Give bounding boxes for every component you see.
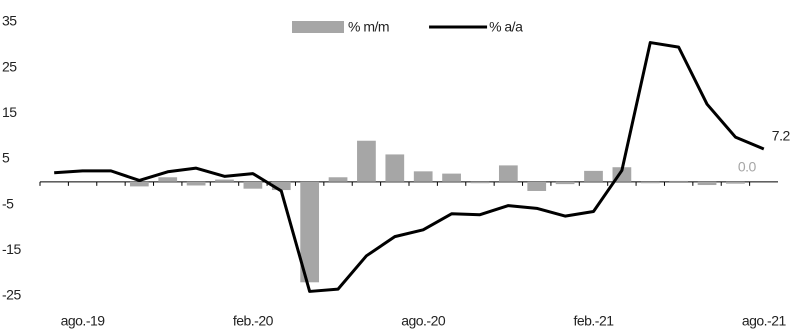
legend-swatch (292, 21, 344, 33)
bar (527, 181, 547, 191)
bar (300, 181, 320, 283)
y-tick-label: -25 (2, 287, 21, 303)
bar (470, 181, 490, 184)
x-tick-label: ago.-21 (742, 313, 787, 329)
bar (328, 177, 348, 182)
bar (158, 177, 178, 182)
x-tick-label: ago.-20 (401, 313, 446, 329)
y-tick-label: -15 (2, 241, 21, 257)
x-tick-label: feb.-21 (573, 313, 614, 329)
data-label: 7.2 (772, 128, 791, 144)
bar (357, 140, 376, 182)
bar (186, 181, 206, 186)
bar (215, 179, 234, 182)
bar (669, 180, 689, 182)
bar (442, 173, 461, 182)
line (54, 41, 765, 293)
y-tick-label: 35 (2, 13, 17, 29)
y-tick-label: 5 (2, 150, 10, 166)
bar (640, 181, 660, 184)
x-tick-label: ago.-19 (61, 313, 106, 329)
legend-label: % a/a (489, 19, 523, 35)
bar (697, 181, 717, 186)
bar (385, 154, 405, 182)
y-tick-label: 15 (2, 104, 17, 120)
bar (555, 181, 575, 185)
data-label: 0.0 (738, 159, 757, 175)
bar (498, 165, 518, 182)
x-tick-label: feb.-20 (233, 313, 274, 329)
bar (584, 170, 603, 182)
bar (413, 171, 433, 182)
bar (243, 181, 263, 189)
bar (129, 181, 149, 187)
y-tick-label: -5 (2, 195, 14, 211)
bar (726, 181, 745, 184)
legend-label: % m/m (348, 19, 389, 35)
bar (271, 181, 291, 191)
y-tick-label: 25 (2, 58, 17, 74)
